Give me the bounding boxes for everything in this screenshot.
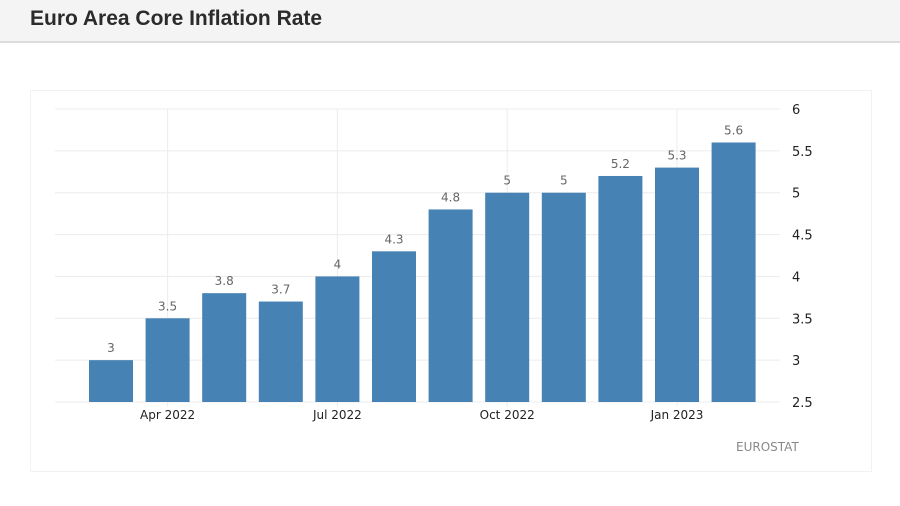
data-label: 5.2	[611, 157, 630, 171]
bar	[202, 293, 247, 402]
data-label: 3.7	[271, 283, 290, 297]
bar	[598, 175, 643, 402]
data-label: 4	[334, 257, 342, 271]
bar	[711, 142, 756, 402]
data-label: 4.8	[441, 190, 460, 204]
y-tick-label: 3	[792, 354, 800, 369]
y-tick-label: 6	[792, 103, 800, 118]
header: Euro Area Core Inflation Rate	[0, 0, 900, 43]
y-tick-label: 4.5	[792, 229, 813, 244]
data-label: 3.8	[215, 274, 234, 288]
data-label: 3	[107, 341, 115, 355]
data-label: 3.5	[158, 299, 177, 313]
y-tick-label: 5	[792, 187, 800, 202]
x-tick-label: Apr 2022	[140, 408, 195, 422]
data-label: 5.6	[724, 123, 743, 137]
bar	[372, 251, 416, 402]
bar	[145, 318, 190, 402]
bar	[315, 276, 360, 402]
data-label: 5	[503, 174, 511, 188]
bar	[655, 167, 699, 402]
y-tick-label: 3.5	[792, 312, 813, 327]
x-tick-label: Oct 2022	[480, 408, 535, 422]
x-tick-label: Jul 2022	[312, 408, 362, 422]
bar	[485, 192, 530, 402]
data-label: 4.3	[384, 232, 403, 246]
chart-panel	[30, 90, 872, 472]
y-tick-label: 2.5	[792, 396, 813, 411]
bar	[428, 209, 473, 402]
bar	[541, 192, 586, 402]
data-label: 5.3	[667, 149, 686, 163]
y-tick-label: 4	[792, 270, 800, 285]
x-tick-label: Jan 2023	[650, 408, 704, 422]
page-title: Euro Area Core Inflation Rate	[30, 7, 323, 30]
y-tick-label: 5.5	[792, 145, 813, 160]
source-label: EUROSTAT	[736, 440, 799, 454]
bar	[89, 360, 133, 402]
bar	[258, 301, 303, 402]
data-label: 5	[560, 174, 568, 188]
